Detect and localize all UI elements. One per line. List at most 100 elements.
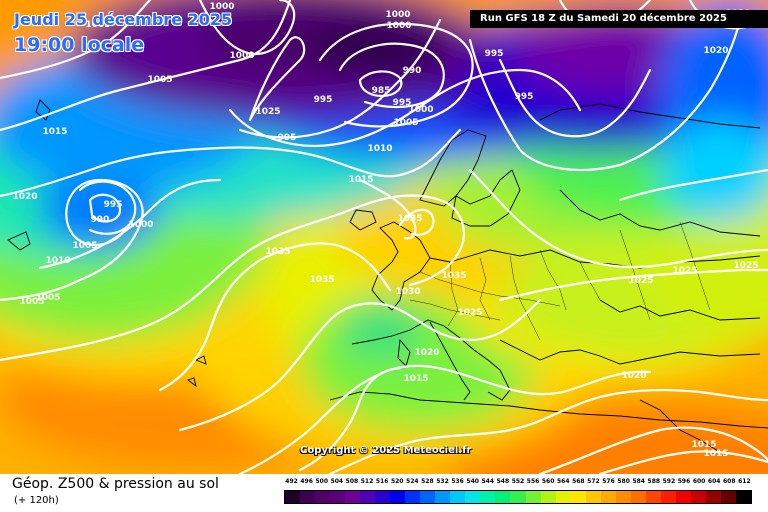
scale-swatch xyxy=(480,491,496,503)
scale-swatch xyxy=(435,491,451,503)
scale-label: 540 xyxy=(466,478,479,485)
scale-swatch xyxy=(675,491,691,503)
scale-label: 508 xyxy=(345,478,359,485)
isobar-label: 990 xyxy=(91,215,110,225)
scale-label: 524 xyxy=(406,478,419,485)
scale-label: 568 xyxy=(572,478,585,485)
isobar-label: 1020 xyxy=(12,192,37,202)
scale-swatch xyxy=(600,491,616,503)
scale-swatch xyxy=(315,491,331,503)
scale-label: 604 xyxy=(707,478,721,485)
isobar-label: 1015 xyxy=(42,127,67,137)
scale-label: 500 xyxy=(315,478,328,485)
scale-swatch xyxy=(705,491,721,503)
scale-label: 496 xyxy=(300,478,313,485)
scale-label: 520 xyxy=(390,478,404,485)
scale-swatch xyxy=(570,491,586,503)
country-borders xyxy=(409,221,711,341)
scale-swatch xyxy=(630,491,646,503)
isobar-label: 1030 xyxy=(395,287,420,297)
scale-label: 600 xyxy=(692,478,706,485)
isobar-label: 990 xyxy=(403,66,422,76)
scale-swatch xyxy=(345,491,361,503)
color-scale-labels: 492 496 500 504 508 512 516 520 524 528 532 536 540 5… xyxy=(284,478,752,488)
scale-swatch xyxy=(735,491,751,503)
isobar-label: 1010 xyxy=(45,256,70,266)
scale-label: 580 xyxy=(617,478,630,485)
isobar-label: 995 xyxy=(278,133,297,143)
isobar-label: 1000 xyxy=(209,2,234,12)
isobar-label: 1025 xyxy=(628,276,653,286)
isobar-label: 1015 xyxy=(403,374,428,384)
scale-label: 592 xyxy=(662,478,676,485)
scale-swatch xyxy=(450,491,466,503)
scale-swatch xyxy=(540,491,556,503)
isobar-label: 1005 xyxy=(393,118,418,128)
isobar-label: 1020 xyxy=(414,348,439,358)
scale-swatch xyxy=(285,491,301,503)
isobar-label: 1005 xyxy=(72,241,97,251)
isobar-label: 1000 xyxy=(229,51,254,61)
isobar-label: 1015 xyxy=(691,440,716,450)
isobar-labels: 1020 1005 1000 1000 1000 1030 1020 1000 995 1005 9… xyxy=(12,2,758,459)
scale-label: 556 xyxy=(526,478,540,485)
scale-swatch xyxy=(390,491,406,503)
scale-swatch xyxy=(465,491,481,503)
scale-label: 504 xyxy=(330,478,344,485)
scale-swatch xyxy=(720,491,736,503)
scale-swatch xyxy=(690,491,706,503)
run-info-text: Run GFS 18 Z du Samedi 20 décembre 2025 xyxy=(480,13,727,24)
scale-swatch xyxy=(360,491,376,503)
scale-label: 572 xyxy=(587,478,600,485)
scale-swatch xyxy=(615,491,631,503)
scale-label: 536 xyxy=(451,478,464,485)
isobar-label: 1025 xyxy=(733,261,758,271)
scale-swatch xyxy=(525,491,541,503)
isobar-label: 1025 xyxy=(255,107,280,117)
scale-label: 588 xyxy=(647,478,661,485)
isobar-label: 1000 xyxy=(386,21,411,31)
isobar-label: 995 xyxy=(104,200,123,210)
scale-label: 548 xyxy=(496,478,510,485)
isobar-label: 1025 xyxy=(457,308,482,318)
scale-label: 492 xyxy=(285,478,298,485)
isobar-label: 1000 xyxy=(408,105,433,115)
scale-swatch xyxy=(420,491,436,503)
scale-swatch xyxy=(645,491,661,503)
scale-label: 560 xyxy=(541,478,555,485)
legend-panel: Géop. Z500 & pression au sol (+ 120h) 49… xyxy=(0,474,768,512)
scale-swatch xyxy=(330,491,346,503)
scale-label: 516 xyxy=(375,478,389,485)
isobar-label: 1005 xyxy=(85,20,110,30)
legend-subtitle: (+ 120h) xyxy=(14,495,59,506)
scale-swatch xyxy=(300,491,316,503)
scale-label: 584 xyxy=(632,478,645,485)
scale-label: 532 xyxy=(436,478,449,485)
scale-label: 612 xyxy=(738,478,751,485)
scale-label: 552 xyxy=(511,478,525,485)
coastlines xyxy=(7,99,768,453)
legend-title: Géop. Z500 & pression au sol xyxy=(12,476,219,492)
scale-swatch xyxy=(375,491,391,503)
forecast-time: 19:00 locale xyxy=(14,34,145,56)
map-canvas: 1020 1005 1000 1000 1000 1030 1020 1000 995 1005 9… xyxy=(0,0,768,474)
isobar-label: 995 xyxy=(485,49,504,59)
scale-label: 608 xyxy=(723,478,736,485)
isobar-label: 1035 xyxy=(265,247,290,257)
isobar-label: 1005 xyxy=(35,293,60,303)
isobar-label: 985 xyxy=(372,86,391,96)
scale-label: 564 xyxy=(556,478,570,485)
isobar-label: 1025 xyxy=(672,266,697,276)
isobar-label: 1015 xyxy=(703,449,728,459)
scale-swatch xyxy=(660,491,676,503)
geopotential-field xyxy=(0,0,768,474)
scale-label: 544 xyxy=(481,478,495,485)
isobar-label: 1020 xyxy=(703,46,728,56)
isobar-label: 1005 xyxy=(19,297,44,307)
color-scale-bar xyxy=(284,490,752,504)
scale-label: 576 xyxy=(602,478,615,485)
isobar-label: 1020 xyxy=(31,16,56,26)
isobar-label: 1035 xyxy=(397,214,422,224)
isobar-label: 1010 xyxy=(367,144,392,154)
scale-label: 596 xyxy=(677,478,691,485)
